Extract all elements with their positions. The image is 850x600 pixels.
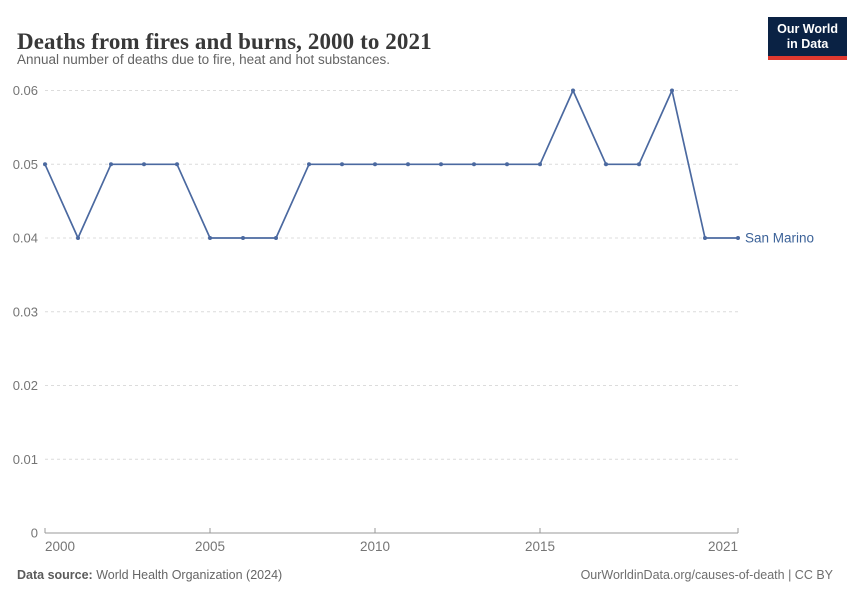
data-point-2001[interactable] [76,236,80,240]
data-point-2018[interactable] [637,162,641,167]
data-point-2007[interactable] [274,236,278,240]
owid-logo-line2: in Data [786,37,829,51]
x-tick-label-2000: 2000 [45,539,75,554]
data-point-2005[interactable] [208,236,212,240]
y-tick-label-0.02: 0.02 [13,378,38,393]
series-label-san-marino[interactable]: San Marino [745,231,814,246]
data-source: Data source: World Health Organization (… [17,568,282,582]
data-point-2006[interactable] [241,236,245,240]
data-point-2011[interactable] [406,162,410,167]
chart-footer: Data source: World Health Organization (… [17,568,833,582]
chart-subtitle: Annual number of deaths due to fire, hea… [17,52,391,67]
data-point-2020[interactable] [703,236,707,240]
data-point-2009[interactable] [340,162,344,167]
data-point-2016[interactable] [571,88,575,93]
data-point-2015[interactable] [538,162,542,167]
series-line-san-marino[interactable] [44,89,738,239]
owid-logo[interactable]: Our World in Data [768,17,847,60]
data-point-2017[interactable] [604,162,608,167]
y-tick-label-0.03: 0.03 [13,304,38,319]
x-tick-label-2021: 2021 [708,539,738,554]
data-point-2014[interactable] [505,162,509,167]
data-point-2010[interactable] [373,162,377,167]
data-source-label: Data source: [17,568,93,582]
y-tick-label-0.04: 0.04 [13,231,38,246]
y-tick-label-0: 0 [31,526,38,541]
data-point-2000[interactable] [43,162,47,167]
data-point-2012[interactable] [439,162,443,167]
owid-logo-line1: Our World [777,22,838,36]
y-tick-label-0.05: 0.05 [13,157,38,172]
x-tick-label-2015: 2015 [525,539,555,554]
data-point-2004[interactable] [175,162,179,167]
license-text[interactable]: OurWorldinData.org/causes-of-death | CC … [580,568,833,582]
y-tick-label-0.01: 0.01 [13,452,38,467]
data-point-2002[interactable] [109,162,113,167]
data-point-2003[interactable] [142,162,146,167]
x-tick-label-2010: 2010 [360,539,390,554]
data-source-text: World Health Organization (2024) [92,568,283,582]
data-point-2019[interactable] [670,88,674,93]
data-point-2008[interactable] [307,162,311,167]
x-tick-label-2005: 2005 [195,539,225,554]
y-tick-label-0.06: 0.06 [13,83,38,98]
data-point-2013[interactable] [472,162,476,167]
data-point-2021[interactable] [736,236,740,240]
page-title: Deaths from fires and burns, 2000 to 202… [17,29,432,55]
